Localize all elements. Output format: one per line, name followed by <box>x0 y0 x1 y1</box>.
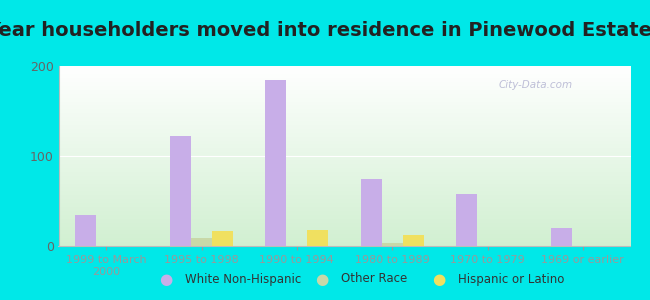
Text: City-Data.com: City-Data.com <box>499 80 573 90</box>
Text: Year householders moved into residence in Pinewood Estates: Year householders moved into residence i… <box>0 21 650 40</box>
Bar <box>551 228 573 246</box>
Bar <box>456 194 477 246</box>
Bar <box>307 230 328 246</box>
Bar <box>382 243 402 246</box>
Text: White Non-Hispanic: White Non-Hispanic <box>185 272 302 286</box>
Text: Other Race: Other Race <box>341 272 408 286</box>
Bar <box>191 238 212 246</box>
Bar <box>361 179 382 246</box>
Bar <box>212 231 233 246</box>
Bar <box>265 80 287 246</box>
Bar <box>402 235 424 246</box>
Text: ●: ● <box>315 272 328 286</box>
Text: ●: ● <box>159 272 172 286</box>
Bar <box>170 136 191 246</box>
Text: ●: ● <box>432 272 445 286</box>
Text: Hispanic or Latino: Hispanic or Latino <box>458 272 565 286</box>
Bar <box>75 214 96 246</box>
